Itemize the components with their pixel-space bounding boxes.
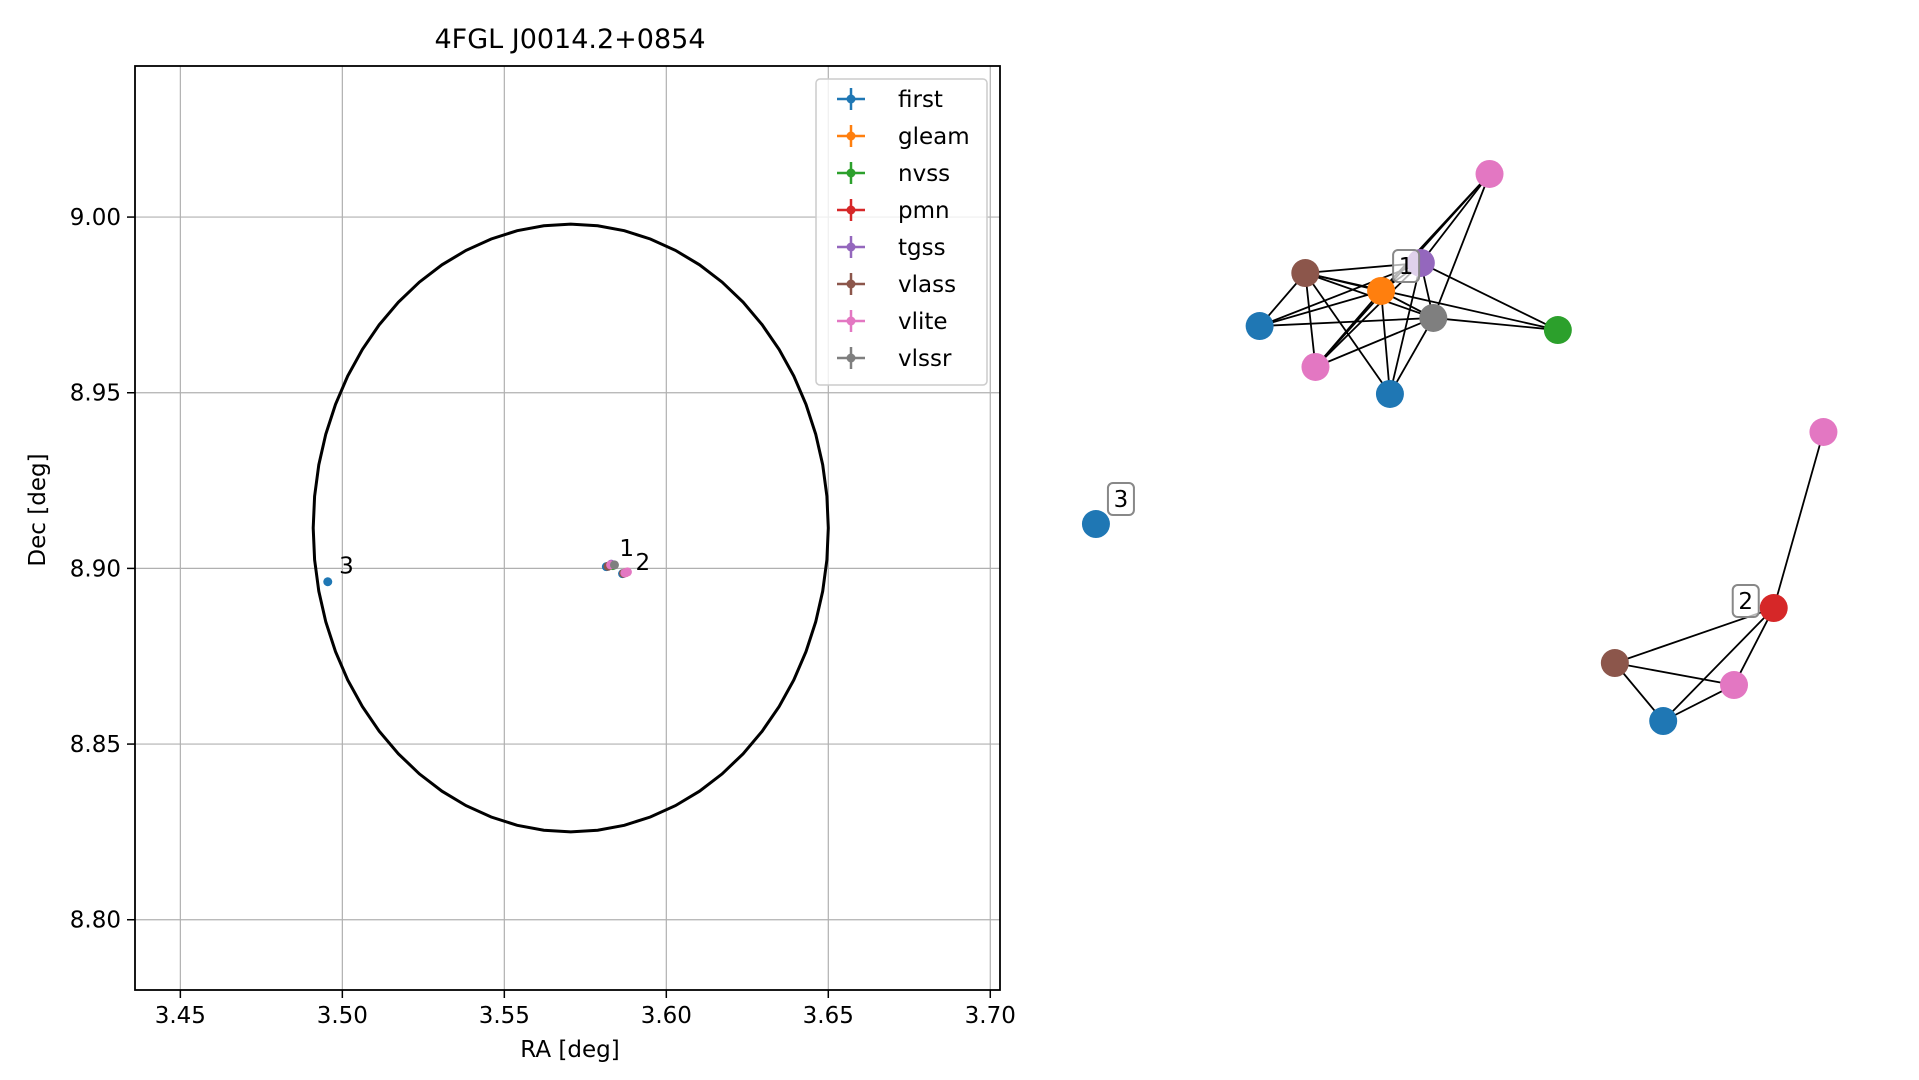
network-label-frame <box>1731 584 1760 619</box>
legend-entry-pmn: pmn <box>837 198 950 224</box>
y-tick-label: 9.00 <box>70 205 121 231</box>
network-edge <box>1733 607 1775 686</box>
legend-label: vlass <box>898 272 956 298</box>
y-tick-label: 8.80 <box>70 908 121 934</box>
network-label-box: 2 <box>1731 584 1760 619</box>
legend-marker-dot <box>846 353 856 363</box>
network-node <box>1419 303 1448 332</box>
legend-marker-dot <box>846 279 856 289</box>
network-label-box: 3 <box>1106 482 1135 517</box>
network-edge <box>1433 317 1558 331</box>
data-point-vlssr <box>609 560 619 570</box>
data-points <box>323 559 632 587</box>
y-tick-label: 8.95 <box>70 381 121 407</box>
x-tick-label: 3.55 <box>479 1003 530 1029</box>
network-label-box: 1 <box>1392 248 1421 283</box>
legend-label: tgss <box>898 235 946 261</box>
legend-marker-dot <box>846 242 856 252</box>
network-label-text: 3 <box>1114 487 1129 513</box>
network-label-frame <box>1392 248 1421 283</box>
point-annotation: 2 <box>636 550 651 576</box>
network-graph: 1 2 3 <box>1081 159 1838 736</box>
legend: first gleam nvss pmn tgss vlass vlite vlssr <box>815 78 988 386</box>
network-edge <box>1389 262 1422 395</box>
point-annotation: 3 <box>339 554 354 580</box>
network-edge <box>1772 431 1825 609</box>
legend-entry-first: first <box>837 87 943 113</box>
network-label-text: 2 <box>1738 589 1753 615</box>
network-node <box>1720 671 1749 700</box>
x-tick-label: 3.45 <box>155 1003 206 1029</box>
network-edge <box>1304 272 1317 368</box>
x-tick-label: 3.70 <box>965 1003 1016 1029</box>
legend-label: first <box>898 87 943 113</box>
network-label-text: 1 <box>1399 254 1414 280</box>
network-node <box>1291 259 1320 288</box>
chart-title: 4FGL J0014.2+0854 <box>434 24 705 55</box>
legend-entry-tgss: tgss <box>837 235 946 261</box>
network-edge <box>1614 662 1735 686</box>
y-tick-label: 8.85 <box>70 732 121 758</box>
network-node <box>1367 276 1396 305</box>
network-node <box>1375 379 1404 408</box>
x-tick-label: 3.65 <box>803 1003 854 1029</box>
network-edge <box>1314 290 1382 368</box>
network-edge <box>1259 290 1382 327</box>
network-edge <box>1315 317 1434 368</box>
legend-marker-dot <box>846 316 856 326</box>
network-node <box>1649 707 1678 736</box>
point-annotations: 12 3 <box>339 536 650 580</box>
data-point-first <box>323 577 333 587</box>
legend-marker-dot <box>846 131 856 141</box>
network-node <box>1301 352 1330 381</box>
legend-marker-dot <box>846 94 856 104</box>
axes-frame <box>134 65 1001 991</box>
legend-label: pmn <box>898 198 950 224</box>
legend-box <box>815 78 988 386</box>
network-nodes <box>1081 159 1838 736</box>
legend-label: vlite <box>898 309 948 335</box>
network-node <box>1809 418 1838 446</box>
network-edge <box>1432 173 1491 319</box>
network-node <box>1475 159 1504 188</box>
data-point-vlite <box>622 567 632 577</box>
x-axis-label: RA [deg] <box>520 1037 619 1063</box>
network-edge <box>1259 317 1434 327</box>
network-label-frame <box>1106 482 1135 517</box>
legend-label: nvss <box>898 161 950 187</box>
legend-label: vlssr <box>898 346 952 372</box>
point-annotation: 1 <box>619 536 634 562</box>
network-edge <box>1304 272 1391 395</box>
legend-entry-vlssr: vlssr <box>837 346 952 372</box>
network-edge <box>1305 272 1559 331</box>
legend-marker-dot <box>846 205 856 215</box>
legend-entry-vlite: vlite <box>837 309 948 335</box>
network-node <box>1081 510 1110 539</box>
y-axis-label: Dec [deg] <box>25 453 51 566</box>
x-tick-label: 3.50 <box>317 1003 368 1029</box>
x-tick-label: 3.60 <box>641 1003 692 1029</box>
network-node <box>1759 594 1788 623</box>
error-ellipse <box>311 222 830 834</box>
y-tick-label: 8.90 <box>70 556 121 582</box>
network-node <box>1245 312 1274 341</box>
network-edge <box>1380 290 1391 395</box>
network-edge <box>1389 317 1435 395</box>
legend-marker-dot <box>846 168 856 178</box>
network-edge <box>1420 173 1491 264</box>
network-edge <box>1662 607 1775 722</box>
network-node <box>1543 316 1572 345</box>
legend-entry-gleam: gleam <box>837 124 970 150</box>
network-edge <box>1420 262 1559 331</box>
legend-entry-vlass: vlass <box>837 272 956 298</box>
network-labels: 1 2 3 <box>1106 248 1760 619</box>
network-node <box>1600 649 1629 678</box>
legend-entry-nvss: nvss <box>837 161 950 187</box>
legend-label: gleam <box>898 124 970 150</box>
axis-ticks: 3.45 3.50 3.55 3.60 3.65 3.70 8.80 8.85 8.90 8.95… <box>70 205 1016 1029</box>
